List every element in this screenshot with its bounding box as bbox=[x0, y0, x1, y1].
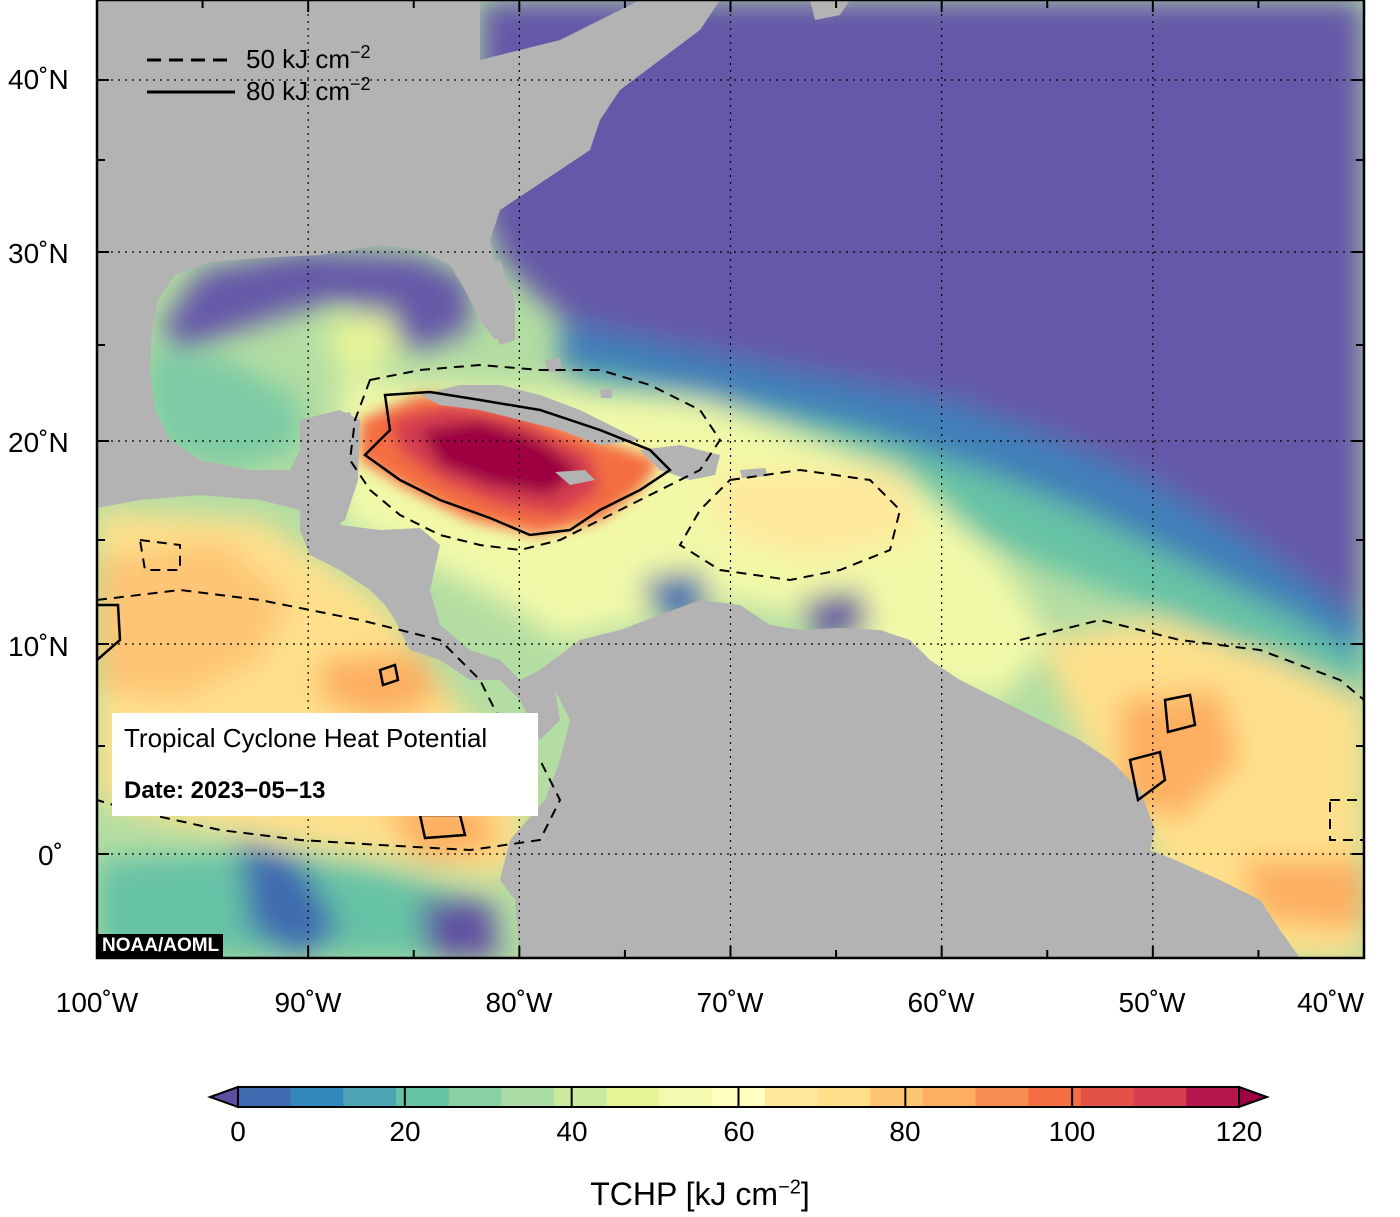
lon-label-90w: 90˚W bbox=[275, 987, 342, 1018]
colorbar bbox=[207, 1085, 1270, 1109]
cb-tick-0: 0 bbox=[230, 1116, 246, 1147]
lat-label-40: 40˚N bbox=[8, 64, 69, 95]
contour-50-pacific bbox=[97, 588, 562, 852]
cb-tick-40: 40 bbox=[556, 1116, 587, 1147]
lat-label-30: 30˚N bbox=[8, 238, 69, 269]
tchp-hot-core bbox=[360, 395, 660, 535]
colorbar-title-text: TCHP [kJ cm bbox=[590, 1176, 779, 1212]
colorbar-segment bbox=[554, 1087, 608, 1107]
colorbar-min-arrow bbox=[207, 1085, 239, 1109]
colorbar-segment bbox=[290, 1087, 344, 1107]
lat-label-0: 0˚ bbox=[38, 840, 63, 871]
cb-tick-80: 80 bbox=[889, 1116, 920, 1147]
colorbar-segment bbox=[396, 1087, 450, 1107]
colorbar-segment bbox=[975, 1087, 1029, 1107]
map-area bbox=[97, 0, 1364, 958]
contour-50-atlantic bbox=[1019, 618, 1364, 701]
tchp-field bbox=[97, 0, 1364, 958]
lon-label-40w: 40˚W bbox=[1297, 987, 1364, 1018]
colorbar-segment bbox=[1133, 1087, 1187, 1107]
colorbar-segment bbox=[1186, 1087, 1240, 1107]
lon-label-70w: 70˚W bbox=[697, 987, 764, 1018]
colorbar-segment bbox=[343, 1087, 397, 1107]
axis-ticks bbox=[96, 0, 1365, 959]
colorbar-max-arrow bbox=[1238, 1085, 1270, 1109]
colorbar-segment bbox=[659, 1087, 713, 1107]
colorbar-segment bbox=[1080, 1087, 1135, 1107]
contours bbox=[97, 363, 1364, 852]
lat-label-20: 20˚N bbox=[8, 427, 69, 458]
colorbar-segment bbox=[1028, 1087, 1082, 1107]
legend-solid-label: 80 kJ cm−2 bbox=[246, 74, 371, 106]
contour-80-atlantic-b bbox=[1128, 750, 1167, 803]
lon-label-60w: 60˚W bbox=[908, 987, 975, 1018]
contour-80-atlantic-a bbox=[1163, 693, 1197, 734]
colorbar-segment bbox=[606, 1087, 660, 1107]
lon-label-100w: 100˚W bbox=[56, 987, 139, 1018]
contour-50-east bbox=[1329, 799, 1364, 841]
cb-tick-60: 60 bbox=[723, 1116, 754, 1147]
contour-80-pacific-west bbox=[97, 603, 122, 661]
cb-tick-20: 20 bbox=[389, 1116, 420, 1147]
colorbar-segment bbox=[238, 1087, 292, 1107]
cb-tick-120: 120 bbox=[1216, 1116, 1263, 1147]
colorbar-segment bbox=[870, 1087, 924, 1107]
cb-tick-100: 100 bbox=[1049, 1116, 1096, 1147]
lon-label-50w: 50˚W bbox=[1119, 987, 1186, 1018]
contour-legend: 50 kJ cm−2 80 kJ cm−2 bbox=[147, 42, 371, 106]
info-box: Tropical Cyclone Heat Potential Date: 20… bbox=[112, 713, 538, 816]
credit-badge: NOAA/AOML bbox=[98, 934, 224, 958]
colorbar-segment bbox=[922, 1087, 977, 1107]
colorbar-segment bbox=[501, 1087, 555, 1107]
lon-label-80w: 80˚W bbox=[486, 987, 553, 1018]
colorbar-segment bbox=[817, 1087, 871, 1107]
lat-label-10: 10˚N bbox=[8, 631, 69, 662]
colorbar-title-suffix: ] bbox=[800, 1176, 810, 1212]
contour-80-caribbean bbox=[363, 390, 672, 537]
contour-50-caribbean bbox=[348, 363, 722, 552]
colorbar-segment bbox=[448, 1087, 502, 1107]
contour-80-small bbox=[378, 663, 400, 687]
colorbar-title-exponent: −2 bbox=[778, 1176, 801, 1199]
colorbar-title: TCHP [kJ cm−2] bbox=[0, 1176, 1400, 1213]
info-title: Tropical Cyclone Heat Potential bbox=[124, 723, 488, 753]
colorbar-segment bbox=[764, 1087, 819, 1107]
land bbox=[97, 0, 1300, 958]
legend-dashed-label: 50 kJ cm−2 bbox=[246, 42, 371, 74]
contour-50-small bbox=[138, 538, 181, 571]
info-date: Date: 2023−05−13 bbox=[124, 777, 326, 804]
contour-50-central bbox=[678, 468, 902, 582]
